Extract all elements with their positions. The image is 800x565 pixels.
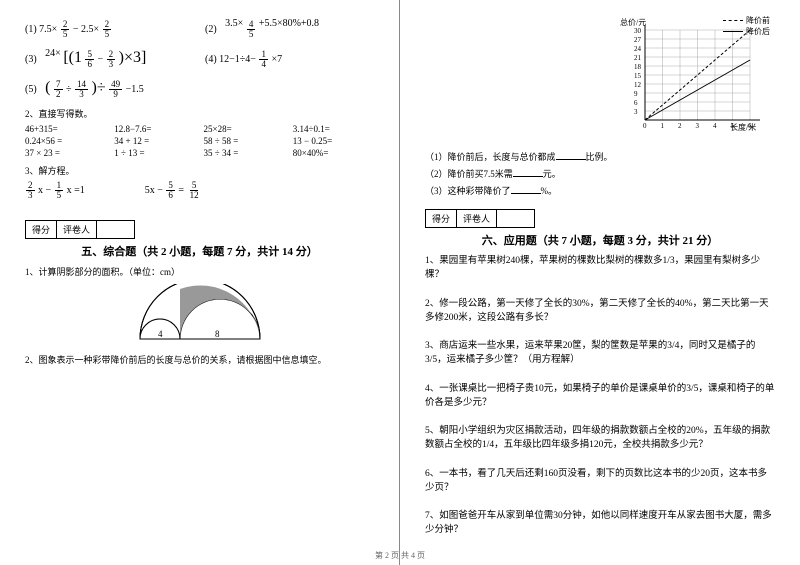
prob-5: (5) ( 72 ÷ 143 )÷ 499 −1.5 [25,79,144,99]
math-cell: 3.14÷0.1= [293,124,374,134]
section-5-title: 五、综合题（共 2 小题，每题 7 分，共计 14 分） [25,243,374,259]
grader-label: 评卷人 [457,210,497,227]
q3-title: 3、解方程。 [25,164,374,177]
svg-text:6: 6 [634,99,638,107]
eq-1: 23 x − 15 x =1 [25,181,85,200]
svg-text:1: 1 [661,122,665,130]
frac-icon: 56 [166,181,175,200]
score-blank [497,210,527,227]
prob-2: (2) 3.5× 45 +5.5×80%+0.8 [205,20,319,39]
math-cell: 35 ÷ 34 = [204,148,285,158]
math-cell: 34 + 12 = [114,136,195,146]
math-cell: 13 − 0.25= [293,136,374,146]
section-6-title: 六、应用题（共 7 小题，每题 3 分，共计 21 分） [425,232,775,248]
dash-icon [723,20,743,21]
y-axis-label: 总价/元 [620,17,646,27]
frac-icon: 25 [103,20,112,39]
app-q5: 5、朝阳小学组织为灾区捐款活动，四年级的捐款数额占全校的20%，五年级的捐款数额… [425,424,775,453]
chart-q2: （2）降价前买7.5米需元。 [425,167,775,180]
frac-icon: 23 [26,181,35,200]
math-cell: 80×40%= [293,148,374,158]
frac-icon: 512 [188,181,201,200]
frac-icon: 72 [54,80,63,99]
equation-row: 23 x − 15 x =1 5x − 56 = 512 [25,181,374,200]
svg-text:30: 30 [634,27,642,35]
math-cell: 58 ÷ 58 = [204,136,285,146]
page: (1) 7.5× 25 − 2.5× 25 (2) 3.5× 45 +5.5×8… [0,0,800,565]
s5-q2: 2、图象表示一种彩带降价前后的长度与总价的关系，请根据图中信息填空。 [25,353,374,366]
mental-math-grid: 46+315= 12.8−7.6= 25×28= 3.14÷0.1= 0.24×56 =… [25,124,374,158]
arc-figure: 4 8 [25,284,374,347]
frac-icon: 14 [259,50,268,69]
svg-text:0: 0 [643,122,647,130]
p1-text: (1) 7.5× [25,24,57,35]
math-cell: 37 × 23 = [25,148,106,158]
svg-text:5: 5 [731,122,735,130]
score-blank [97,221,127,238]
left-column: (1) 7.5× 25 − 2.5× 25 (2) 3.5× 45 +5.5×8… [0,0,400,565]
app-q3: 3、商店运来一些水果，运来苹果20筐，梨的筐数是苹果的3/4，同时又是橘子的3/… [425,339,775,368]
solid-icon [723,31,743,32]
svg-text:3: 3 [696,122,700,130]
frac-icon: 25 [61,20,70,39]
math-cell: 0.24×56 = [25,136,106,146]
frac-icon: 23 [107,50,116,69]
problem-1-2: (1) 7.5× 25 − 2.5× 25 (2) 3.5× 45 +5.5×8… [25,20,374,39]
frac-icon: 143 [75,80,88,99]
svg-text:2: 2 [678,122,682,130]
app-q2: 2、修一段公路，第一天修了全长的30%，第二天修了全长的40%，第二天比第一天多… [425,297,775,326]
prob-3: (3) 24× [(1 56 − 23 )×3] [25,49,205,69]
frac-icon: 15 [55,181,64,200]
q2-title: 2、直接写得数。 [25,107,374,120]
score-box: 得分 评卷人 [425,209,535,228]
chart-legend: 降价前 降价后 [723,15,770,37]
svg-text:27: 27 [634,36,642,44]
score-box: 得分 评卷人 [25,220,135,239]
frac-icon: 56 [85,50,94,69]
app-q1: 1、果园里有苹果树240棵，苹果树的棵数比梨树的棵数多1/3，果园里有梨树多少棵… [425,254,775,283]
right-column: 降价前 降价后 总价/元 长度/米 30272421181512963 0123… [400,0,800,565]
problem-3-4: (3) 24× [(1 56 − 23 )×3] (4) 12−1÷4− 14 … [25,49,374,69]
chart-q3: （3）这种彩带降价了%。 [425,184,775,197]
math-cell: 25×28= [204,124,285,134]
svg-text:3: 3 [634,108,638,116]
prob-1: (1) 7.5× 25 − 2.5× 25 [25,20,205,39]
semicircle-icon: 4 8 [125,284,275,344]
svg-text:9: 9 [634,90,638,98]
s5-q1: 1、计算阴影部分的面积。（单位：cm） [25,265,374,278]
prob-4: (4) 12−1÷4− 14 ×7 [205,50,282,69]
app-q6: 6、一本书，看了几天后还剩160页没看，剩下的页数比这本书的少20页，这本书多少… [425,467,775,496]
score-label: 得分 [426,210,457,227]
svg-text:18: 18 [634,63,642,71]
frac-icon: 499 [109,80,122,99]
app-q4: 4、一张课桌比一把椅子贵10元，如果椅子的单价是课桌单价的3/5，课桌和椅子的单… [425,382,775,411]
eq-2: 5x − 56 = 512 [145,181,202,200]
svg-text:21: 21 [634,54,642,62]
price-chart: 降价前 降价后 总价/元 长度/米 30272421181512963 0123… [620,15,770,138]
math-cell: 1 ÷ 13 = [114,148,195,158]
page-footer: 第 2 页 共 4 页 [0,550,800,561]
grader-label: 评卷人 [57,221,97,238]
score-label: 得分 [26,221,57,238]
svg-text:12: 12 [634,81,642,89]
app-q7: 7、如图爸爸开车从家到单位需30分钟，如他以同样速度开车从家去图书大厦，需多少分… [425,509,775,538]
problem-5: (5) ( 72 ÷ 143 )÷ 499 −1.5 [25,79,374,99]
math-cell: 12.8−7.6= [114,124,195,134]
arc-label-4: 4 [158,329,163,339]
arc-label-8: 8 [215,329,220,339]
svg-text:24: 24 [634,45,642,53]
svg-text:6: 6 [748,122,752,130]
frac-icon: 45 [247,20,256,39]
svg-text:15: 15 [634,72,642,80]
chart-q1: （1）降价前后，长度与总价都成比例。 [425,150,775,163]
svg-text:4: 4 [713,122,717,130]
math-cell: 46+315= [25,124,106,134]
